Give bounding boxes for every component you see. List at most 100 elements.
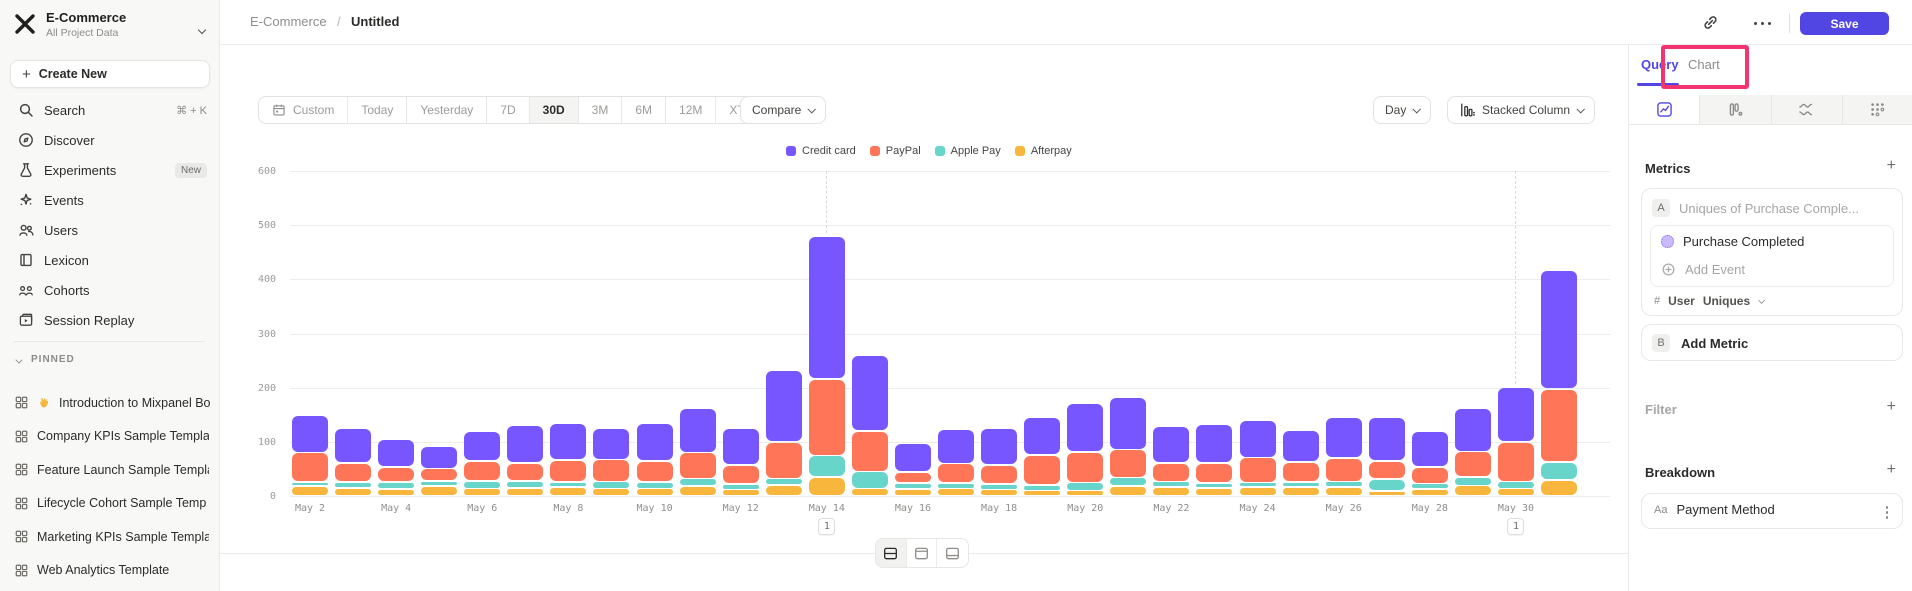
bar-segment[interactable] [1196,488,1233,496]
split-view-button[interactable] [876,539,907,567]
bar-segment[interactable] [938,489,975,496]
aggregation-selector[interactable]: # User Uniques [1654,294,1766,308]
bar-segment[interactable] [1411,431,1448,467]
bar-segment[interactable] [765,485,802,496]
bar-segment[interactable] [1325,418,1362,458]
bar-segment[interactable] [421,487,458,496]
bar-segment[interactable] [636,424,673,461]
sidebar-item-users[interactable]: Users [0,215,219,245]
bar-segment[interactable] [335,482,372,487]
add-metric-card[interactable]: B Add Metric [1641,324,1903,361]
sidebar-item-cohorts[interactable]: Cohorts [0,275,219,305]
bar-segment[interactable] [1368,418,1405,461]
bar-segment[interactable] [938,464,975,483]
sidebar-pinned-board[interactable]: Company KPIs Sample Templat [0,420,219,454]
bar-segment[interactable] [894,443,931,472]
bar-segment[interactable] [292,482,328,486]
bar-segment[interactable] [1196,483,1233,488]
bar-segment[interactable] [938,430,975,463]
bar-segment[interactable] [1541,462,1578,479]
bar-segment[interactable] [981,484,1018,489]
bar-segment[interactable] [335,488,372,496]
sidebar-item-search[interactable]: Search ⌘ + K [0,95,219,125]
bar-segment[interactable] [679,453,716,478]
sidebar-item-session-replay[interactable]: Session Replay [0,305,219,335]
add-event-row[interactable]: Add Event [1661,262,1745,277]
sidebar-pinned-board[interactable]: Web Analytics Template [0,554,219,588]
bar-segment[interactable] [593,489,630,496]
sidebar-pinned-board[interactable]: Introduction to Mixpanel Bo [0,386,219,420]
bar-segment[interactable] [1153,482,1190,486]
bar-segment[interactable] [765,479,802,485]
bar-segment[interactable] [1239,458,1276,482]
bar-segment[interactable] [894,483,931,489]
bar-segment[interactable] [851,472,888,488]
bar-segment[interactable] [507,463,544,480]
bar-segment[interactable] [1110,478,1147,486]
tab-retention-chart[interactable] [1841,95,1912,124]
tab-query[interactable]: Query [1641,57,1679,72]
bar-segment[interactable] [335,428,372,463]
bar-segment[interactable] [1024,455,1061,485]
sidebar-pinned-board[interactable]: Feature Launch Sample Templa [0,453,219,487]
annotation-count-badge[interactable]: 1 [1507,518,1525,535]
legend-item-afterpay[interactable]: Afterpay [1014,145,1072,157]
bar-segment[interactable] [1454,452,1491,477]
bar-segment[interactable] [722,465,759,484]
bar-segment[interactable] [851,489,888,496]
sidebar-pinned-board[interactable]: Lifecycle Cohort Sample Temp [0,487,219,521]
bar-segment[interactable] [464,489,501,496]
bar-segment[interactable] [550,424,587,460]
bar-segment[interactable] [550,482,587,487]
bar-segment[interactable] [1454,486,1491,496]
bar-segment[interactable] [722,428,759,465]
bar-segment[interactable] [1411,489,1448,496]
bar-segment[interactable] [421,446,458,468]
bar-segment[interactable] [464,481,501,488]
bar-segment[interactable] [765,442,802,478]
sidebar-item-experiments[interactable]: Experiments New [0,155,219,185]
bar-segment[interactable] [808,379,845,455]
bar-segment[interactable] [292,415,328,452]
date-range-30d[interactable]: 30D [529,97,579,123]
bar-segment[interactable] [507,488,544,496]
bar-segment[interactable] [593,460,630,481]
breadcrumb-page-title[interactable]: Untitled [351,14,400,29]
sidebar-item-events[interactable]: Events [0,185,219,215]
bar-segment[interactable] [593,482,630,488]
bar-segment[interactable] [1110,487,1147,496]
date-range-today[interactable]: Today [348,97,408,123]
breadcrumb-project[interactable]: E-Commerce [250,14,327,29]
bar-segment[interactable] [981,465,1018,484]
metric-summary-row[interactable]: A Uniques of Purchase Comple... [1652,199,1859,217]
bar-segment[interactable] [894,472,931,483]
more-options-icon[interactable] [1754,22,1771,25]
bar-segment[interactable] [1024,417,1061,454]
bar-segment[interactable] [507,481,544,488]
save-button[interactable]: Save [1800,12,1889,35]
bar-segment[interactable] [1067,404,1104,452]
sidebar-pinned-board[interactable]: Marketing KPIs Sample Templat [0,520,219,554]
bar-segment[interactable] [722,490,759,496]
bar-segment[interactable] [938,483,975,488]
tab-insights-chart[interactable] [1629,95,1700,124]
project-switcher[interactable]: E-Commerce All Project Data [12,8,211,44]
bar-segment[interactable] [593,428,630,459]
bar-segment[interactable] [1239,488,1276,496]
bar-segment[interactable] [1497,482,1534,488]
bar-segment[interactable] [1110,450,1147,477]
bar-segment[interactable] [1239,483,1276,487]
bar-segment[interactable] [1411,468,1448,483]
table-only-view-button[interactable] [937,539,968,567]
compare-button[interactable]: Compare [740,96,827,124]
bar-segment[interactable] [851,356,888,431]
bar-segment[interactable] [679,487,716,496]
event-row[interactable]: Purchase Completed [1661,234,1804,249]
bar-segment[interactable] [1325,488,1362,496]
tab-funnels-chart[interactable] [1699,95,1770,124]
bar-segment[interactable] [464,461,501,480]
bar-segment[interactable] [1497,489,1534,496]
bar-segment[interactable] [1454,409,1491,451]
bar-segment[interactable] [335,463,372,482]
bar-segment[interactable] [636,489,673,496]
